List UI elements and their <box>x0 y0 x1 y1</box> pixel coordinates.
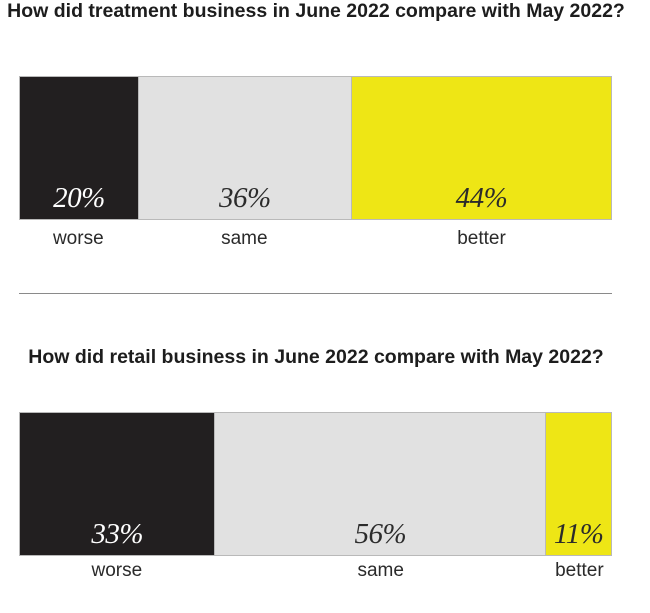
category-labels: worse same better <box>19 227 612 251</box>
percent-label-worse: 20% <box>53 182 105 214</box>
bar-segment-better: 11% <box>545 413 611 555</box>
percent-label-worse: 33% <box>91 518 144 550</box>
category-label-same: same <box>221 228 268 249</box>
stacked-bar: 20% 36% 44% <box>19 76 612 220</box>
category-label-worse: worse <box>52 228 104 249</box>
treatment-chart: How did treatment business in June 2022 … <box>0 0 650 270</box>
chart-title: How did treatment business in June 2022 … <box>7 0 625 22</box>
percent-label-better: 44% <box>455 182 508 214</box>
bar-segment-better: 44% <box>350 77 611 219</box>
percent-label-better: 11% <box>553 518 604 550</box>
category-label-better: better <box>457 228 506 249</box>
section-divider <box>19 293 612 294</box>
bar-segment-same: 56% <box>214 413 546 555</box>
bar-segment-worse: 20% <box>20 77 138 219</box>
category-label-same: same <box>357 560 404 581</box>
chart-title: How did retail business in June 2022 com… <box>28 346 604 368</box>
stacked-bar: 33% 56% 11% <box>19 412 612 556</box>
bar-segment-same: 36% <box>137 77 351 219</box>
percent-label-same: 36% <box>218 182 271 214</box>
retail-chart: How did retail business in June 2022 com… <box>0 338 650 613</box>
category-labels: worse same better <box>19 559 612 583</box>
bar-segment-worse: 33% <box>20 413 215 555</box>
percent-label-same: 56% <box>354 518 407 550</box>
category-label-worse: worse <box>91 560 143 581</box>
category-label-better: better <box>555 560 604 581</box>
